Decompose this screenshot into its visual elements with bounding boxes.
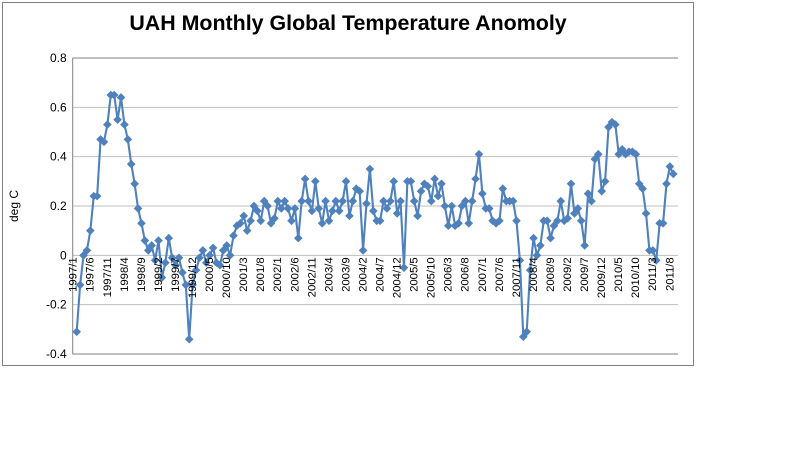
svg-text:1998/4: 1998/4	[119, 257, 131, 292]
svg-text:0.4: 0.4	[50, 150, 67, 164]
svg-text:2002/6: 2002/6	[289, 257, 301, 292]
svg-text:2005/10: 2005/10	[426, 257, 438, 298]
svg-text:2004/12: 2004/12	[392, 257, 404, 298]
svg-text:2004/7: 2004/7	[375, 257, 387, 292]
svg-text:deg C: deg C	[7, 190, 21, 222]
svg-text:2000/5: 2000/5	[204, 257, 216, 292]
svg-text:2007/6: 2007/6	[494, 257, 506, 292]
svg-text:0: 0	[60, 248, 67, 262]
svg-text:UAH Monthly Global Temperature: UAH Monthly Global Temperature Anomoly	[129, 11, 566, 35]
svg-text:1997/1: 1997/1	[68, 257, 80, 292]
svg-text:2009/12: 2009/12	[596, 257, 608, 298]
svg-text:2009/7: 2009/7	[579, 257, 591, 292]
svg-text:0.8: 0.8	[50, 51, 67, 65]
svg-text:2002/11: 2002/11	[306, 257, 318, 297]
svg-text:2002/1: 2002/1	[272, 257, 284, 292]
svg-text:2009/2: 2009/2	[562, 257, 574, 292]
svg-text:1997/11: 1997/11	[102, 257, 114, 297]
svg-text:2006/8: 2006/8	[460, 257, 472, 292]
svg-text:2007/11: 2007/11	[511, 257, 523, 297]
svg-text:2005/5: 2005/5	[409, 257, 421, 292]
svg-text:2003/9: 2003/9	[340, 257, 352, 292]
svg-text:2010/10: 2010/10	[630, 257, 642, 298]
svg-text:2004/2: 2004/2	[357, 257, 369, 292]
svg-text:2007/1: 2007/1	[477, 257, 489, 292]
svg-text:-0.4: -0.4	[46, 347, 67, 361]
svg-text:0.2: 0.2	[50, 199, 67, 213]
svg-text:2000/10: 2000/10	[221, 257, 233, 298]
svg-text:1999/7: 1999/7	[170, 257, 182, 292]
svg-text:1999/2: 1999/2	[153, 257, 165, 292]
svg-text:-0.2: -0.2	[46, 298, 67, 312]
svg-text:2010/5: 2010/5	[613, 257, 625, 292]
svg-text:2008/4: 2008/4	[528, 257, 540, 292]
svg-text:2001/3: 2001/3	[238, 257, 250, 292]
svg-text:2011/3: 2011/3	[647, 257, 659, 291]
svg-text:2011/8: 2011/8	[664, 257, 676, 291]
svg-text:2001/8: 2001/8	[255, 257, 267, 292]
svg-text:1997/6: 1997/6	[85, 257, 97, 292]
svg-text:2003/4: 2003/4	[323, 257, 335, 292]
svg-text:2008/9: 2008/9	[545, 257, 557, 292]
svg-text:1999/12: 1999/12	[187, 257, 199, 298]
svg-text:1998/9: 1998/9	[136, 257, 148, 292]
svg-text:0.6: 0.6	[50, 100, 67, 114]
svg-text:2006/3: 2006/3	[443, 257, 455, 292]
